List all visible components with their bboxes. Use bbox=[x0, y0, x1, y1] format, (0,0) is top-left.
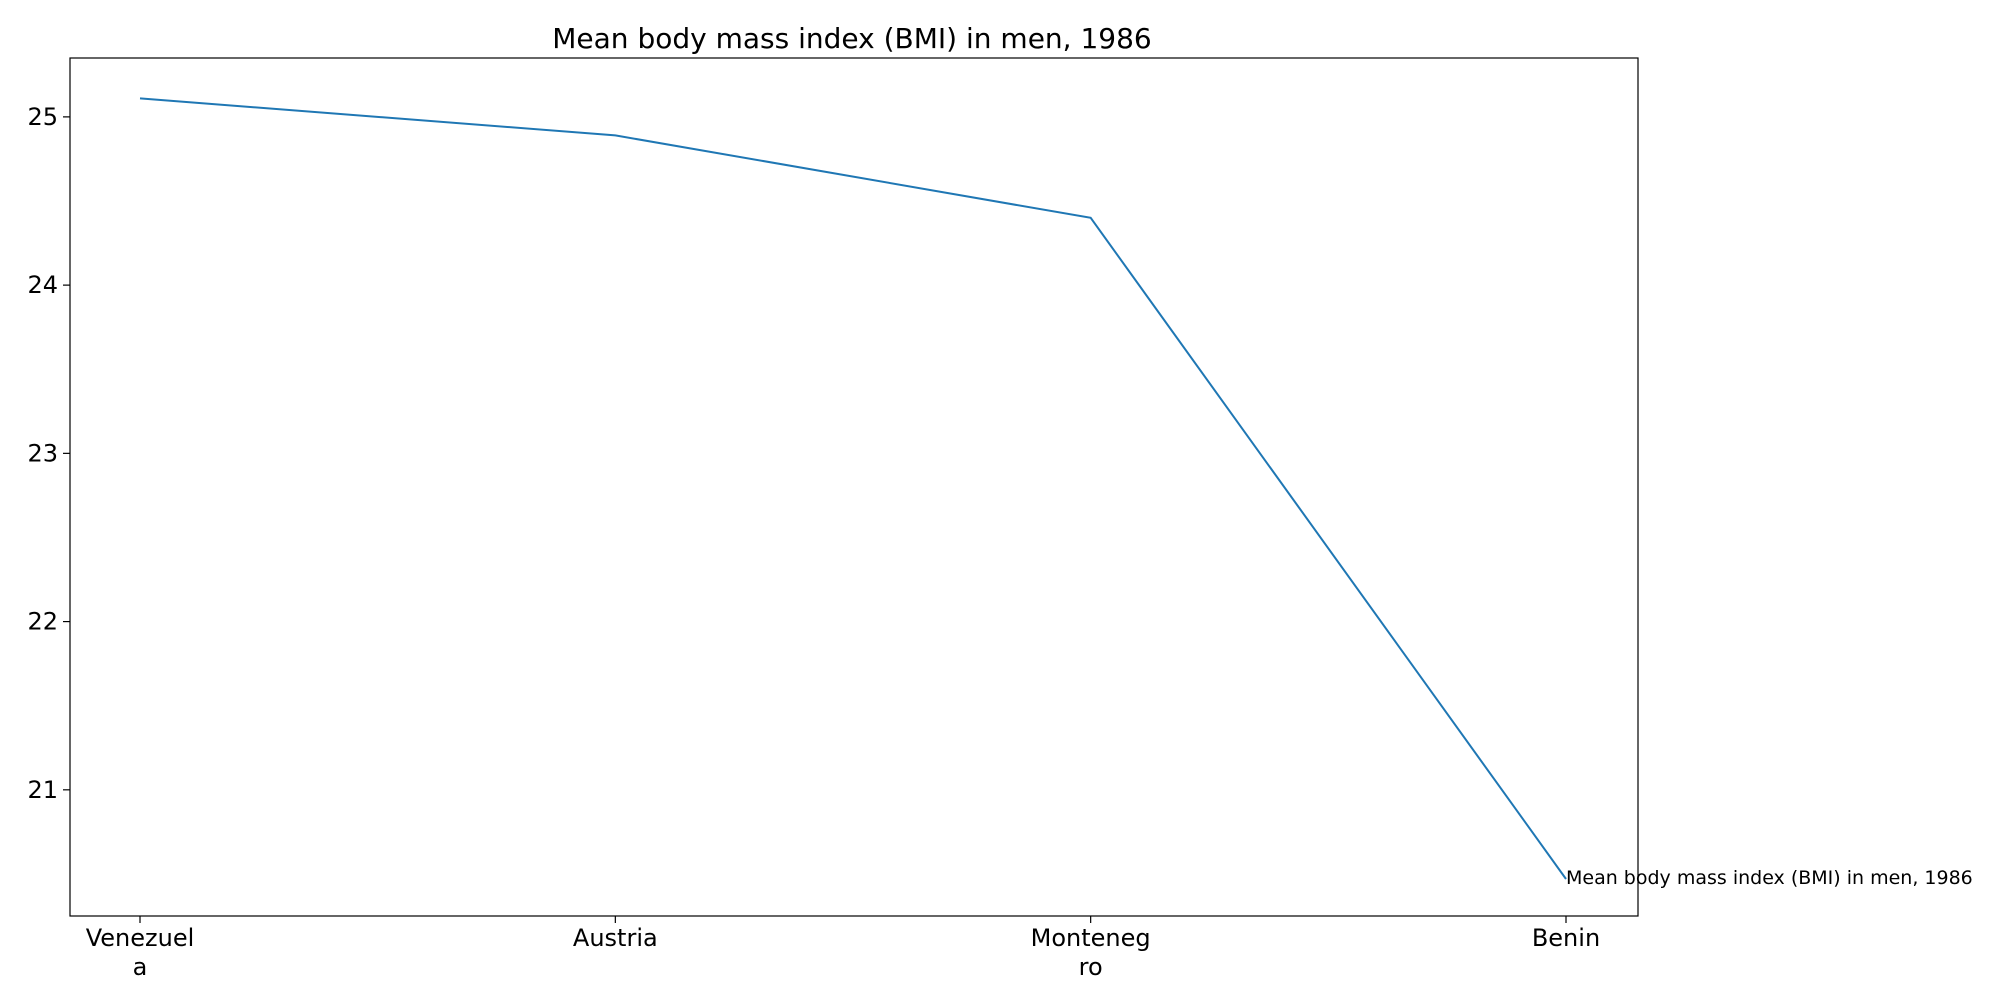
y-tick-label: 21 bbox=[27, 776, 58, 804]
x-tick-label: Venezuel bbox=[86, 924, 195, 952]
y-tick-label: 23 bbox=[27, 439, 58, 467]
x-tick-label: Benin bbox=[1532, 924, 1600, 952]
y-tick-label: 24 bbox=[27, 271, 58, 299]
x-tick-label: Austria bbox=[573, 924, 658, 952]
x-tick-label: ro bbox=[1079, 953, 1103, 981]
line-end-annotation: Mean body mass index (BMI) in men, 1986 bbox=[1566, 867, 1973, 889]
y-tick-label: 25 bbox=[27, 103, 58, 131]
y-axis: 21 22 23 24 25 bbox=[27, 103, 70, 804]
series-line bbox=[139, 97, 1567, 880]
plot-frame bbox=[69, 57, 1639, 917]
x-tick-label: Monteneg bbox=[1031, 924, 1151, 952]
y-tick-label: 22 bbox=[27, 608, 58, 636]
series-layer bbox=[139, 97, 1567, 880]
chart-title: Mean body mass index (BMI) in men, 1986 bbox=[552, 22, 1151, 55]
x-tick-label: a bbox=[133, 953, 148, 981]
